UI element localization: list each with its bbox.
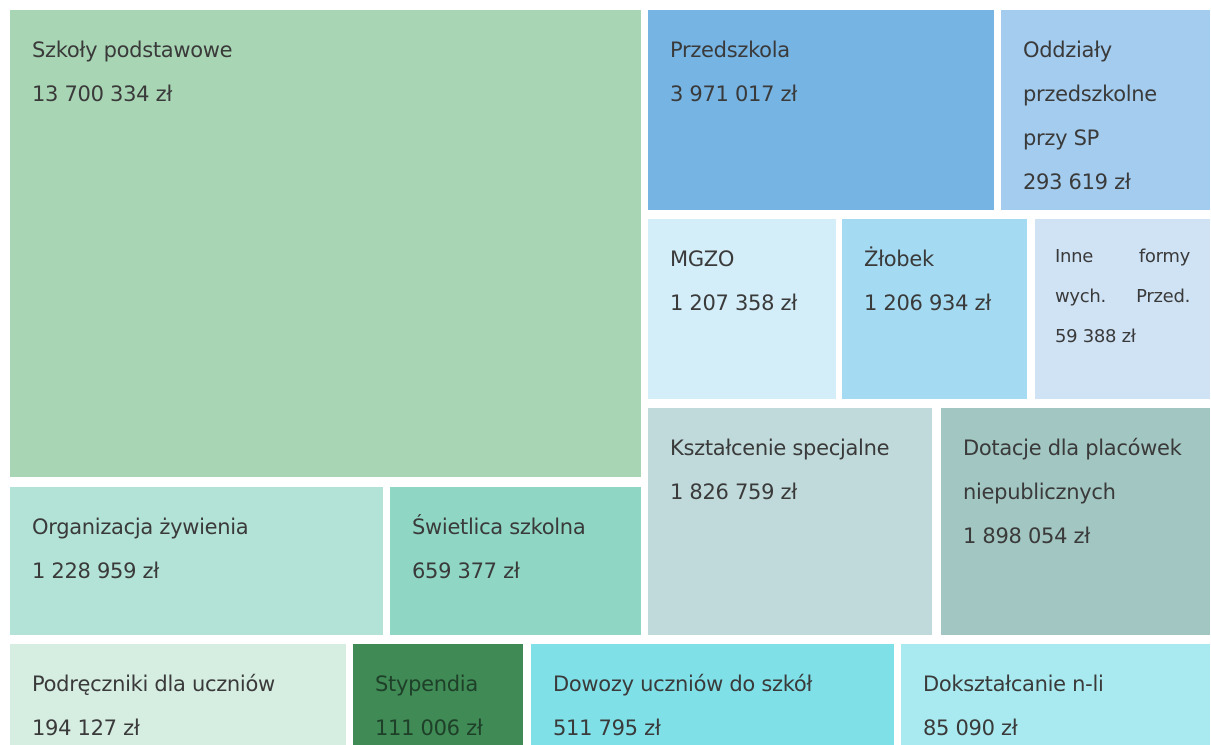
tile-label: MGZO [670, 247, 735, 271]
tile: Stypendia 111 006 zł [353, 644, 523, 745]
tile-label: Świetlica szkolna [412, 515, 586, 539]
tile: Szkoły podstawowe 13 700 334 zł [10, 10, 641, 477]
tile: Przedszkola 3 971 017 zł [648, 10, 994, 210]
tile: Świetlica szkolna 659 377 zł [390, 487, 641, 635]
tile-label: Organizacja żywienia [32, 515, 249, 539]
tile: Inne formy wych. Przed. 59 388 zł [1035, 219, 1210, 399]
value-label: 111 006 zł [375, 716, 483, 740]
tile-label: Żłobek [864, 247, 934, 271]
value-label: 293 619 zł [1023, 170, 1131, 194]
tile-label: Oddziały przedszkolne przy SP [1023, 38, 1157, 150]
tile: Podręczniki dla uczniów 194 127 zł [10, 644, 346, 745]
value-label: 13 700 334 zł [32, 82, 173, 106]
value-label: 59 388 zł [1055, 326, 1136, 347]
tile-label: Dowozy uczniów do szkół [553, 672, 813, 696]
value-label: 3 971 017 zł [670, 82, 797, 106]
value-label: 1 207 358 zł [670, 291, 797, 315]
tile-label: Szkoły podstawowe [32, 38, 233, 62]
tile: Dowozy uczniów do szkół 511 795 zł [531, 644, 894, 745]
tile-label: Przedszkola [670, 38, 790, 62]
value-label: 1 228 959 zł [32, 559, 159, 583]
tile-label: Stypendia [375, 672, 478, 696]
tile-label: Dokształcanie n-li [923, 672, 1104, 696]
tile: MGZO 1 207 358 zł [648, 219, 836, 399]
value-label: 1 206 934 zł [864, 291, 991, 315]
value-label: 1 826 759 zł [670, 480, 797, 504]
tile-label: Inne formy wych. Przed. [1055, 246, 1190, 307]
tile: Żłobek 1 206 934 zł [842, 219, 1027, 399]
tile-label: Podręczniki dla uczniów [32, 672, 275, 696]
tile: Kształcenie specjalne 1 826 759 zł [648, 408, 932, 635]
value-label: 511 795 zł [553, 716, 661, 740]
value-label: 1 898 054 zł [963, 524, 1090, 548]
tile: Organizacja żywienia 1 228 959 zł [10, 487, 383, 635]
value-label: 85 090 zł [923, 716, 1018, 740]
tile: Dokształcanie n-li 85 090 zł [901, 644, 1210, 745]
tile: Dotacje dla placówek niepublicznych 1 898… [941, 408, 1210, 635]
value-label: 194 127 zł [32, 716, 140, 740]
tile-label: Kształcenie specjalne [670, 436, 890, 460]
tile: Oddziały przedszkolne przy SP 293 619 zł [1001, 10, 1210, 210]
value-label: 659 377 zł [412, 559, 520, 583]
tile-label: Dotacje dla placówek niepublicznych [963, 436, 1182, 504]
